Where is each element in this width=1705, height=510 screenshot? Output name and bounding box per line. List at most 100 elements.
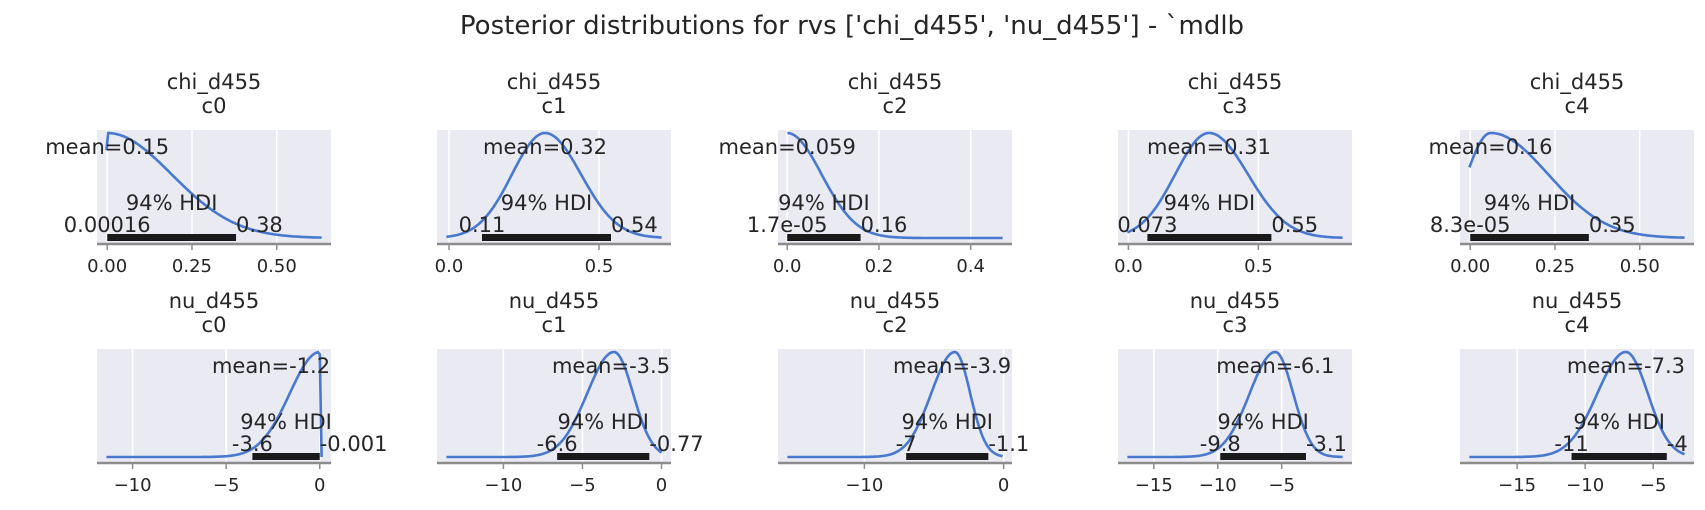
x-tick-label: 0.4 bbox=[956, 256, 985, 277]
density-curve bbox=[446, 131, 662, 239]
hdi-low-label: -3.6 bbox=[232, 432, 273, 456]
x-tick-label: −5 bbox=[1640, 475, 1667, 496]
x-tick-label: −10 bbox=[484, 475, 522, 496]
x-tick-label: 0.0 bbox=[773, 256, 802, 277]
panel-title-variable: chi_d455 bbox=[848, 70, 943, 95]
hdi-label: 94% HDI bbox=[901, 410, 993, 434]
hdi-bar bbox=[482, 234, 611, 241]
panel-title-variable: chi_d455 bbox=[1530, 70, 1625, 95]
density-curve bbox=[105, 131, 322, 239]
mean-label: mean=0.31 bbox=[1147, 135, 1271, 159]
density-curve bbox=[1469, 350, 1686, 459]
panel-title-coord: c0 bbox=[202, 313, 227, 337]
mean-label: mean=-3.9 bbox=[893, 354, 1011, 378]
x-tick-label: 0.50 bbox=[257, 256, 297, 277]
hdi-high-label: 0.38 bbox=[236, 213, 283, 237]
panel-title-coord: c2 bbox=[883, 313, 908, 337]
hdi-low-label: 8.3e-05 bbox=[1430, 213, 1511, 237]
panel-background bbox=[437, 349, 671, 463]
figure-suptitle: Posterior distributions for rvs ['chi_d4… bbox=[460, 11, 1244, 41]
x-tick-label: −5 bbox=[1268, 475, 1295, 496]
x-tick-label: 0.0 bbox=[435, 256, 464, 277]
hdi-bar bbox=[1571, 453, 1667, 460]
panel-title-variable: nu_d455 bbox=[169, 289, 260, 314]
panel-background bbox=[97, 349, 331, 463]
panel-title-coord: c4 bbox=[1565, 313, 1590, 337]
hdi-bar bbox=[1470, 234, 1589, 241]
hdi-high-label: 0.54 bbox=[611, 213, 658, 237]
panel-title-variable: chi_d455 bbox=[167, 70, 262, 95]
panel-background bbox=[1118, 130, 1352, 244]
x-tick-label: 0.0 bbox=[1114, 256, 1143, 277]
hdi-low-label: 1.7e-05 bbox=[747, 213, 828, 237]
panel-background bbox=[1460, 349, 1694, 463]
x-tick-label: 0 bbox=[656, 475, 667, 496]
x-tick-label: 0.00 bbox=[87, 256, 127, 277]
density-curve bbox=[1468, 131, 1685, 239]
panel-title-variable: nu_d455 bbox=[850, 289, 941, 314]
x-tick-label: 0.00 bbox=[1450, 256, 1490, 277]
x-tick-label: −10 bbox=[114, 475, 152, 496]
panel-title-variable: nu_d455 bbox=[1190, 289, 1281, 314]
hdi-label: 94% HDI bbox=[778, 191, 870, 215]
hdi-label: 94% HDI bbox=[1217, 410, 1309, 434]
hdi-high-label: 0.35 bbox=[1589, 213, 1636, 237]
panel-title-coord: c2 bbox=[883, 94, 908, 118]
x-tick-label: 0.25 bbox=[172, 256, 212, 277]
hdi-label: 94% HDI bbox=[1164, 191, 1256, 215]
hdi-label: 94% HDI bbox=[1484, 191, 1576, 215]
mean-label: mean=0.32 bbox=[483, 135, 607, 159]
hdi-low-label: 0.00016 bbox=[64, 213, 151, 237]
hdi-low-label: -7 bbox=[896, 432, 917, 456]
panel-title-coord: c4 bbox=[1565, 94, 1590, 118]
hdi-low-label: 0.11 bbox=[459, 213, 506, 237]
x-tick-label: 0.25 bbox=[1535, 256, 1575, 277]
hdi-low-label: -9.8 bbox=[1200, 432, 1241, 456]
panel-title-coord: c1 bbox=[542, 313, 567, 337]
x-tick-label: 0.5 bbox=[1244, 256, 1273, 277]
x-tick-label: 0.5 bbox=[585, 256, 614, 277]
panel-title-variable: chi_d455 bbox=[507, 70, 602, 95]
hdi-label: 94% HDI bbox=[126, 191, 218, 215]
density-curve bbox=[787, 131, 1003, 240]
panel-title-variable: chi_d455 bbox=[1188, 70, 1283, 95]
density-curve bbox=[787, 350, 1003, 459]
hdi-high-label: -3.1 bbox=[1306, 432, 1347, 456]
hdi-bar bbox=[906, 453, 989, 460]
mean-label: mean=-3.5 bbox=[552, 354, 670, 378]
panel-background bbox=[1460, 130, 1694, 244]
mean-label: mean=0.15 bbox=[45, 135, 169, 159]
x-tick-label: −10 bbox=[1566, 475, 1604, 496]
panel-title-coord: c1 bbox=[542, 94, 567, 118]
density-curve bbox=[1127, 350, 1343, 459]
panel-background bbox=[778, 130, 1012, 244]
x-tick-label: 0 bbox=[998, 475, 1009, 496]
hdi-high-label: -0.001 bbox=[320, 432, 388, 456]
hdi-bar bbox=[787, 234, 861, 241]
mean-label: mean=-6.1 bbox=[1216, 354, 1334, 378]
hdi-high-label: -0.77 bbox=[649, 432, 703, 456]
x-tick-label: −10 bbox=[1199, 475, 1237, 496]
hdi-bar bbox=[1220, 453, 1306, 460]
panel-title-coord: c0 bbox=[202, 94, 227, 118]
hdi-label: 94% HDI bbox=[1573, 410, 1665, 434]
x-tick-label: −15 bbox=[1135, 475, 1173, 496]
hdi-label: 94% HDI bbox=[557, 410, 649, 434]
hdi-bar bbox=[252, 453, 320, 460]
x-tick-label: −10 bbox=[845, 475, 883, 496]
hdi-low-label: -11 bbox=[1554, 432, 1588, 456]
hdi-bar bbox=[1147, 234, 1272, 241]
mean-label: mean=-1.2 bbox=[212, 354, 330, 378]
panel-title-variable: nu_d455 bbox=[1532, 289, 1623, 314]
x-tick-label: −15 bbox=[1498, 475, 1536, 496]
x-tick-label: 0.2 bbox=[865, 256, 894, 277]
